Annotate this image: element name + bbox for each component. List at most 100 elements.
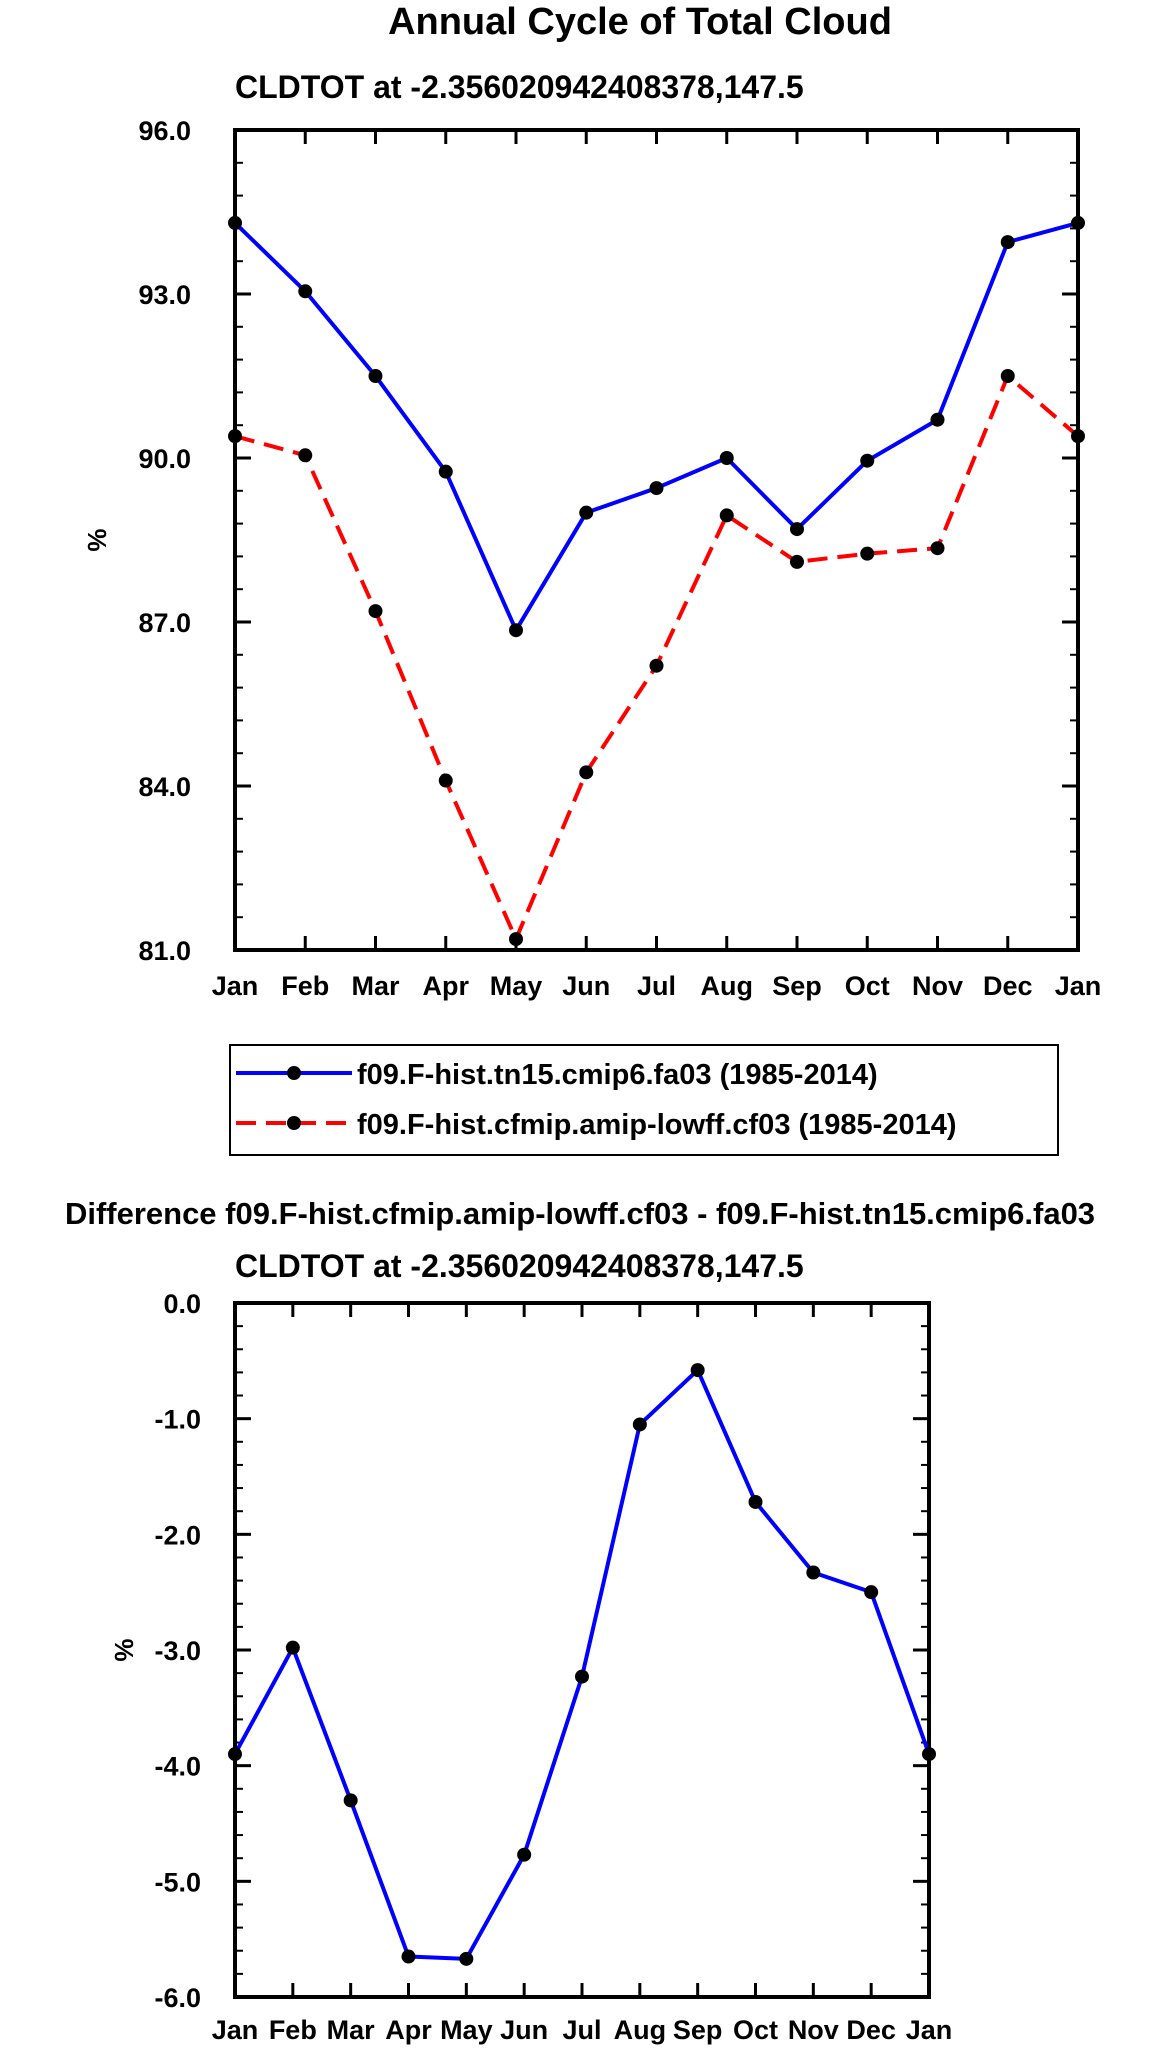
difference-tick-marks — [233, 1301, 931, 1999]
y-tick-label: -3.0 — [154, 1636, 201, 1666]
x-tick-label: Oct — [845, 971, 890, 1001]
x-tick-label: May — [490, 971, 543, 1001]
data-point — [1071, 429, 1085, 444]
data-point — [1000, 235, 1015, 250]
data-point — [438, 773, 453, 788]
data-point — [579, 765, 594, 780]
difference-x-tick-labels: Jan Feb Mar Apr May Jun Jul Aug Sep Oct Nov Dec Jan — [212, 2015, 953, 2045]
data-point — [649, 481, 664, 496]
annual-cycle-chart: Annual Cycle of Total Cloud CLDTOT at -2… — [82, 1, 1102, 1156]
series-line-0 — [233, 221, 1079, 633]
series-layer — [228, 215, 1085, 947]
x-tick-label: Feb — [281, 971, 329, 1001]
data-point — [922, 1747, 936, 1762]
data-point — [228, 429, 242, 444]
legend-label-cfmip: f09.F-hist.cfmip.amip-lowff.cf03 (1985-2… — [357, 1109, 957, 1141]
data-point — [343, 1793, 358, 1808]
legend-marker-cmip6 — [287, 1066, 301, 1080]
data-point — [790, 554, 804, 569]
data-point — [930, 412, 945, 427]
data-point — [748, 1494, 763, 1509]
y-tick-labels: 81.0 84.0 87.0 90.0 93.0 96.0 — [138, 116, 191, 966]
x-tick-label: Jan — [906, 2015, 953, 2045]
x-tick-label: Jan — [212, 971, 259, 1001]
data-point — [632, 1417, 647, 1432]
x-tick-label: Jul — [562, 2015, 601, 2045]
y-tick-label: -5.0 — [154, 1867, 201, 1897]
x-tick-label: Apr — [385, 2015, 432, 2045]
plot-frame — [233, 128, 1080, 952]
legend: f09.F-hist.tn15.cmip6.fa03 (1985-2014) f… — [229, 1044, 1059, 1156]
data-point — [930, 541, 945, 556]
data-point — [298, 448, 313, 463]
x-tick-label: Sep — [772, 971, 822, 1001]
y-tick-label: 84.0 — [138, 772, 191, 802]
data-point — [517, 1847, 532, 1862]
y-axis-label: % — [82, 528, 112, 551]
data-point — [579, 505, 594, 520]
data-point — [649, 658, 664, 673]
data-point — [575, 1669, 589, 1684]
y-tick-label: 81.0 — [138, 936, 191, 966]
x-tick-label: Dec — [846, 2015, 896, 2045]
series-line-1 — [234, 374, 1080, 942]
difference-y-tick-labels: -6.0 -5.0 -4.0 -3.0 -2.0 -1.0 0.0 — [154, 1289, 201, 2013]
data-point — [806, 1565, 821, 1580]
x-tick-label: Jan — [212, 2015, 259, 2045]
difference-plot-frame — [233, 1301, 931, 1999]
data-point — [401, 1949, 416, 1964]
y-tick-label: 87.0 — [138, 608, 191, 638]
x-tick-label: Aug — [701, 971, 753, 1001]
tick-marks — [233, 128, 1080, 952]
data-point — [459, 1951, 474, 1966]
x-tick-label: Jul — [637, 971, 676, 1001]
data-point — [298, 284, 313, 299]
y-tick-label: -2.0 — [154, 1520, 201, 1550]
y-tick-label: 90.0 — [138, 444, 191, 474]
x-tick-label: Nov — [912, 971, 963, 1001]
data-point — [690, 1363, 705, 1378]
x-tick-label: Oct — [733, 2015, 778, 2045]
legend-label-cmip6: f09.F-hist.tn15.cmip6.fa03 (1985-2014) — [357, 1059, 878, 1091]
y-tick-label: -1.0 — [154, 1405, 201, 1435]
x-tick-label: Dec — [983, 971, 1033, 1001]
legend-box — [229, 1044, 1059, 1156]
data-point — [509, 932, 523, 947]
x-tick-labels: Jan Feb Mar Apr May Jun Jul Aug Sep Oct Nov Dec Jan — [212, 971, 1102, 1001]
y-tick-label: 96.0 — [138, 116, 191, 146]
data-point — [368, 369, 383, 383]
y-tick-label: -4.0 — [154, 1752, 201, 1782]
data-point — [790, 522, 804, 537]
legend-marker-cfmip — [287, 1116, 301, 1130]
difference-series-layer — [228, 1363, 936, 1966]
x-tick-label: Apr — [423, 971, 470, 1001]
x-tick-label: Jun — [500, 2015, 548, 2045]
chart-subtitle: CLDTOT at -2.356020942408378,147.5 — [235, 69, 804, 105]
data-point — [860, 453, 875, 468]
x-tick-label: Aug — [614, 2015, 666, 2045]
x-tick-label: Jan — [1055, 971, 1102, 1001]
difference-chart: Difference f09.F-hist.cfmip.amip-lowff.c… — [65, 1196, 1095, 2045]
y-tick-label: -6.0 — [154, 1983, 201, 2013]
difference-title: Difference f09.F-hist.cfmip.amip-lowff.c… — [65, 1196, 1095, 1231]
x-tick-label: Sep — [673, 2015, 723, 2045]
data-point — [1000, 369, 1015, 383]
series-line-0 — [233, 1368, 931, 1961]
difference-y-axis-label: % — [109, 1638, 139, 1661]
x-tick-label: Nov — [788, 2015, 839, 2045]
x-tick-label: Mar — [351, 971, 400, 1001]
data-point — [285, 1640, 300, 1655]
x-tick-label: Mar — [327, 2015, 376, 2045]
data-point — [368, 604, 383, 619]
x-tick-label: Feb — [269, 2015, 317, 2045]
data-point — [719, 451, 734, 465]
data-point — [509, 623, 523, 638]
data-point — [719, 508, 734, 523]
x-tick-label: Jun — [562, 971, 610, 1001]
y-tick-label: 0.0 — [163, 1289, 201, 1319]
x-tick-label: May — [440, 2015, 493, 2045]
data-point — [438, 464, 453, 479]
data-point — [864, 1585, 879, 1600]
data-point — [860, 546, 875, 561]
